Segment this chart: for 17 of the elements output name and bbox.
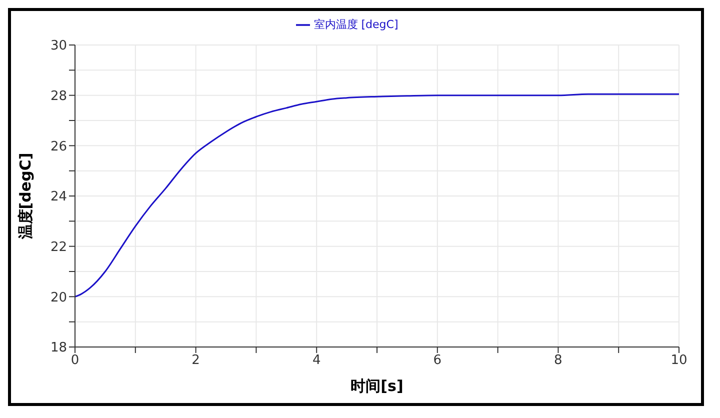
- x-axis-title: 时间[s]: [350, 377, 404, 395]
- x-tick-label: 0: [70, 353, 80, 368]
- y-tick-label: 28: [50, 88, 67, 104]
- y-tick-label: 20: [50, 290, 67, 306]
- x-tick-label: 6: [433, 353, 442, 368]
- x-tick-label: 2: [192, 353, 200, 368]
- y-axis-title: 温度[degC]: [16, 152, 34, 240]
- x-tick-label: 10: [670, 353, 688, 368]
- x-tick-label: 8: [554, 353, 562, 368]
- line-series: [75, 93, 679, 298]
- y-tick-label: 24: [50, 190, 67, 205]
- x-tick-label: 4: [312, 353, 321, 368]
- y-tick-label: 18: [50, 340, 67, 356]
- y-tick-label: 30: [50, 38, 67, 54]
- y-tick-label: 22: [50, 240, 67, 255]
- y-tick-label: 26: [50, 139, 67, 154]
- legend-label: 室内温度 [degC]: [314, 18, 398, 31]
